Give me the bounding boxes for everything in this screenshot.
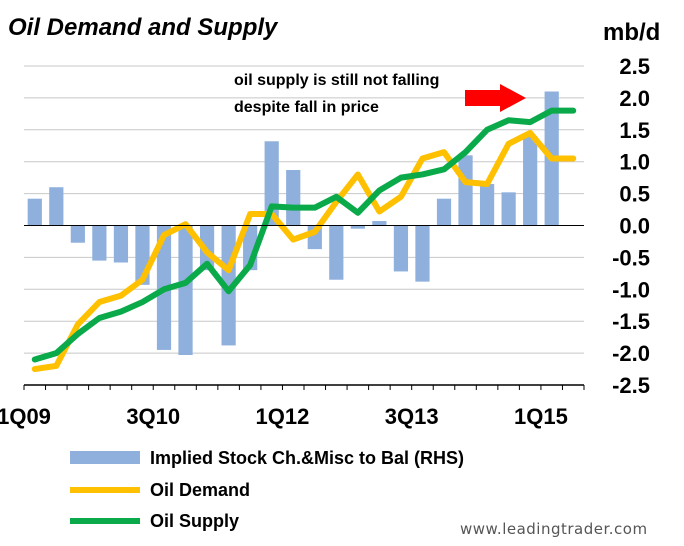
bar-1Q13 [372,221,387,226]
bar-1Q10 [113,225,129,263]
y-tick-label: 0.0 [619,214,650,239]
bar-series-implied-stock [27,91,559,356]
y-tick-label: -2.0 [612,341,650,366]
x-axis-ticks: 1Q09 3Q10 1Q12 3Q13 1Q15 [0,385,585,429]
legend-swatch-bar [70,451,140,464]
x-tick-label: 1Q12 [256,404,310,429]
annotation-line-2: despite fall in price [234,99,379,116]
x-tick-label: 1Q09 [0,404,51,429]
bar-2Q14 [479,184,495,226]
y-tick-label: 1.0 [619,150,650,175]
legend: Implied Stock Ch.&Misc to Bal (RHS) Oil … [70,448,464,531]
bar-2Q13 [393,225,409,272]
y-tick-label: -1.0 [612,277,650,302]
bar-4Q14 [523,136,538,226]
x-tick-label: 1Q15 [514,404,568,429]
bar-1Q14 [458,155,473,226]
y-tick-label: 2.0 [619,86,650,111]
bar-4Q12 [350,225,365,229]
bar-4Q13 [436,198,452,226]
x-tick-label: 3Q10 [126,404,180,429]
chart-title: Oil Demand and Supply [8,14,279,41]
y-tick-label: -2.5 [612,373,650,398]
red-arrow-icon [465,84,526,112]
bar-3Q13 [415,225,430,282]
y-tick-label: -1.5 [612,309,650,334]
y-tick-label: 1.5 [619,118,650,143]
y-tick-label: -0.5 [612,245,650,270]
unit-label: mb/d [603,19,660,46]
bar-4Q09 [92,225,107,261]
y-tick-label: 0.5 [619,182,650,207]
legend-label-oil-supply: Oil Supply [150,511,239,531]
bar-3Q14 [501,192,516,226]
bar-3Q09 [70,225,85,243]
legend-label-implied-stock: Implied Stock Ch.&Misc to Bal (RHS) [150,448,464,468]
bar-3Q12 [329,225,344,280]
bar-2Q09 [49,187,64,226]
x-tick-label: 3Q13 [385,404,439,429]
annotation-line-1: oil supply is still not falling [234,72,439,89]
bar-1Q09 [27,198,42,226]
watermark: www.leadingtrader.com [460,520,648,538]
y-tick-label: 2.5 [619,54,650,79]
line-series [31,107,577,373]
bar-4Q10 [178,225,193,356]
bar-1Q12 [286,169,301,226]
y-axis-ticks: 2.5 2.0 1.5 1.0 0.5 0.0 -0.5 -1.0 -1.5 -2.0 -2.5 [612,54,650,398]
line-oil-supply [31,107,577,363]
line-oil-demand [31,129,577,373]
legend-label-oil-demand: Oil Demand [150,480,250,500]
